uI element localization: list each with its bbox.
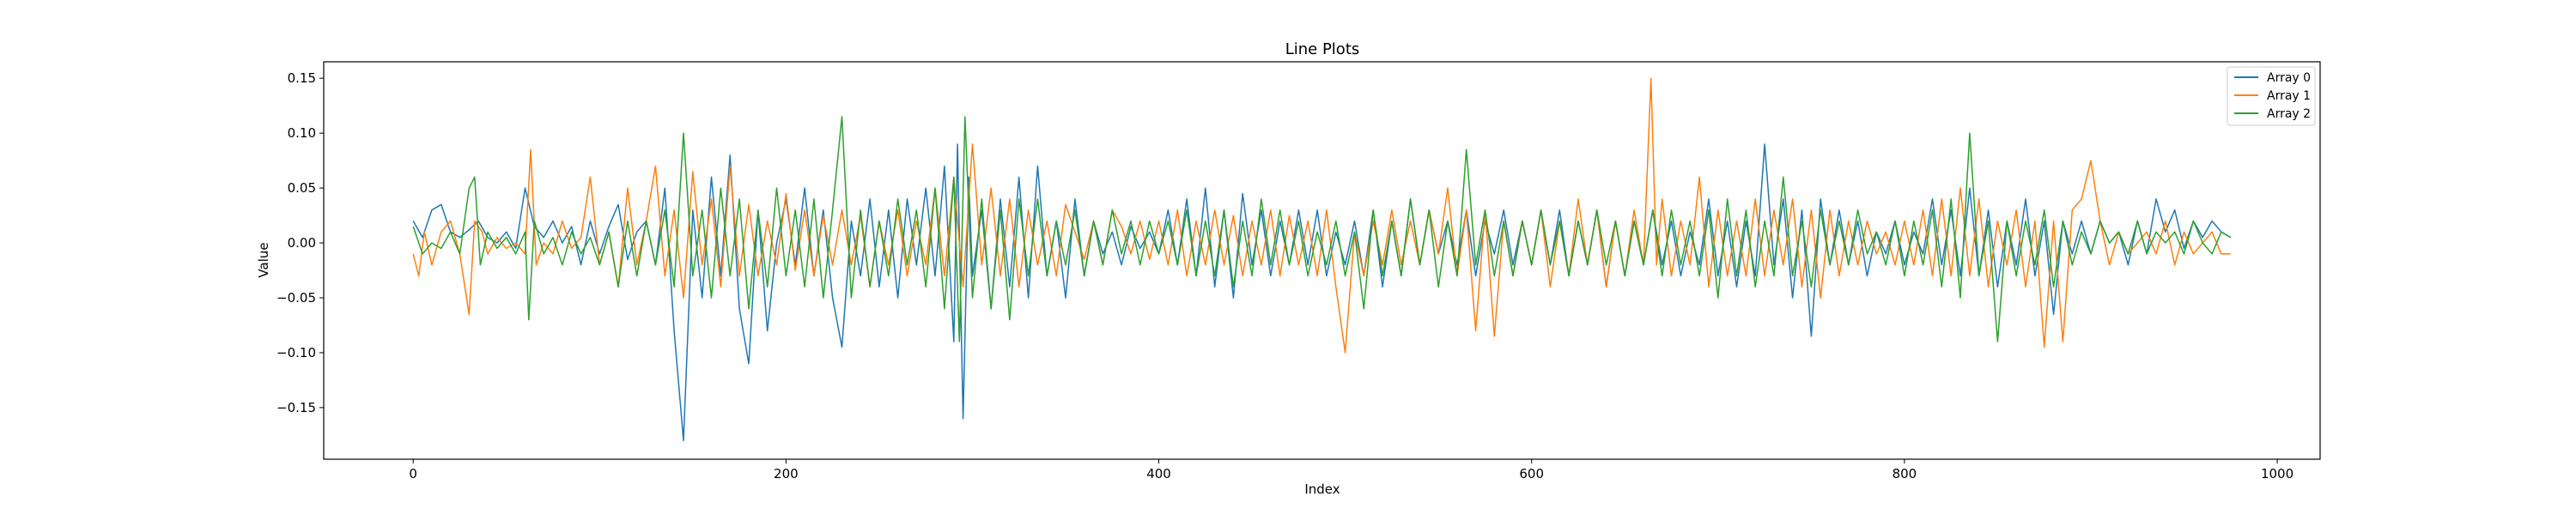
series-line-array-1 [412,77,2231,354]
legend-label: Array 2 [2267,107,2311,121]
x-tick-label: 200 [774,466,799,482]
series-line-array-2 [412,116,2232,342]
legend-box [2227,66,2316,126]
y-tick-label: 0.05 [288,180,316,196]
x-axis-label: Index [1304,482,1340,497]
axes-frame [323,61,2321,460]
series-line-array-0 [412,143,2232,442]
x-axis: 0 200 400 600 800 1000 [409,459,2293,482]
y-tick-label: −0.15 [276,400,316,415]
y-tick-label: 0.15 [288,70,316,86]
series-layer [412,77,2232,442]
x-tick-label: 1000 [2261,466,2293,482]
y-tick-label: −0.05 [276,290,316,306]
chart-title: Line Plots [1285,40,1360,58]
y-tick-label: 0.10 [288,125,316,141]
legend-label: Array 1 [2267,89,2311,103]
legend-label: Array 0 [2267,71,2311,85]
y-axis-label: Value [256,242,271,277]
y-tick-label: 0.00 [288,235,316,251]
y-tick-label: −0.10 [276,345,316,360]
x-tick-label: 0 [409,466,417,482]
x-tick-label: 800 [1893,466,1917,482]
y-axis: −0.15 −0.10 −0.05 0.00 0.05 0.10 0.15 [276,70,324,415]
legend: Array 0 Array 1 Array 2 [2227,66,2316,126]
x-tick-label: 400 [1146,466,1171,482]
x-tick-label: 600 [1519,466,1544,482]
plot-area [323,61,2321,460]
